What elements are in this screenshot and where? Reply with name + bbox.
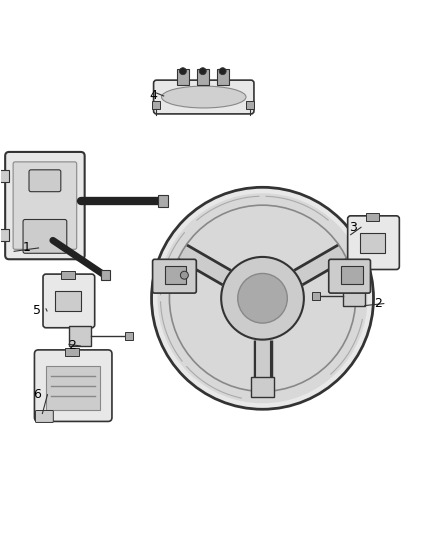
Circle shape: [180, 271, 188, 279]
Bar: [360, 233, 385, 253]
FancyBboxPatch shape: [152, 260, 196, 293]
Text: 4: 4: [150, 90, 158, 102]
Bar: [165, 266, 187, 284]
Bar: [366, 213, 379, 221]
FancyBboxPatch shape: [23, 220, 67, 253]
FancyBboxPatch shape: [29, 170, 61, 192]
Bar: [251, 377, 275, 397]
FancyBboxPatch shape: [154, 80, 254, 114]
Circle shape: [199, 68, 206, 75]
Text: 3: 3: [349, 221, 357, 234]
Bar: [158, 195, 168, 207]
Bar: [125, 333, 133, 341]
Bar: [69, 327, 91, 346]
Text: 1: 1: [23, 241, 31, 254]
Bar: [197, 69, 209, 85]
Circle shape: [219, 68, 226, 75]
Text: 6: 6: [34, 388, 42, 401]
FancyBboxPatch shape: [5, 152, 85, 259]
FancyBboxPatch shape: [35, 410, 53, 423]
Circle shape: [221, 257, 304, 340]
FancyBboxPatch shape: [13, 162, 77, 249]
Circle shape: [158, 193, 367, 403]
Bar: [46, 366, 100, 409]
Bar: [0, 229, 9, 241]
Bar: [312, 292, 320, 300]
Text: 2: 2: [68, 340, 76, 352]
Bar: [246, 101, 254, 109]
Bar: [65, 348, 79, 356]
Bar: [55, 291, 81, 311]
Bar: [152, 101, 159, 109]
FancyBboxPatch shape: [35, 350, 112, 422]
Bar: [0, 170, 9, 182]
Ellipse shape: [162, 86, 246, 108]
Circle shape: [180, 68, 187, 75]
FancyBboxPatch shape: [348, 216, 399, 270]
Circle shape: [152, 187, 374, 409]
Bar: [101, 270, 110, 280]
FancyBboxPatch shape: [43, 274, 95, 328]
Bar: [217, 69, 229, 85]
Bar: [341, 266, 363, 284]
FancyBboxPatch shape: [329, 260, 371, 293]
Bar: [343, 286, 365, 305]
Bar: [61, 271, 75, 279]
Circle shape: [238, 273, 287, 323]
Bar: [177, 69, 189, 85]
Text: 2: 2: [374, 297, 382, 310]
Text: 5: 5: [33, 304, 41, 318]
